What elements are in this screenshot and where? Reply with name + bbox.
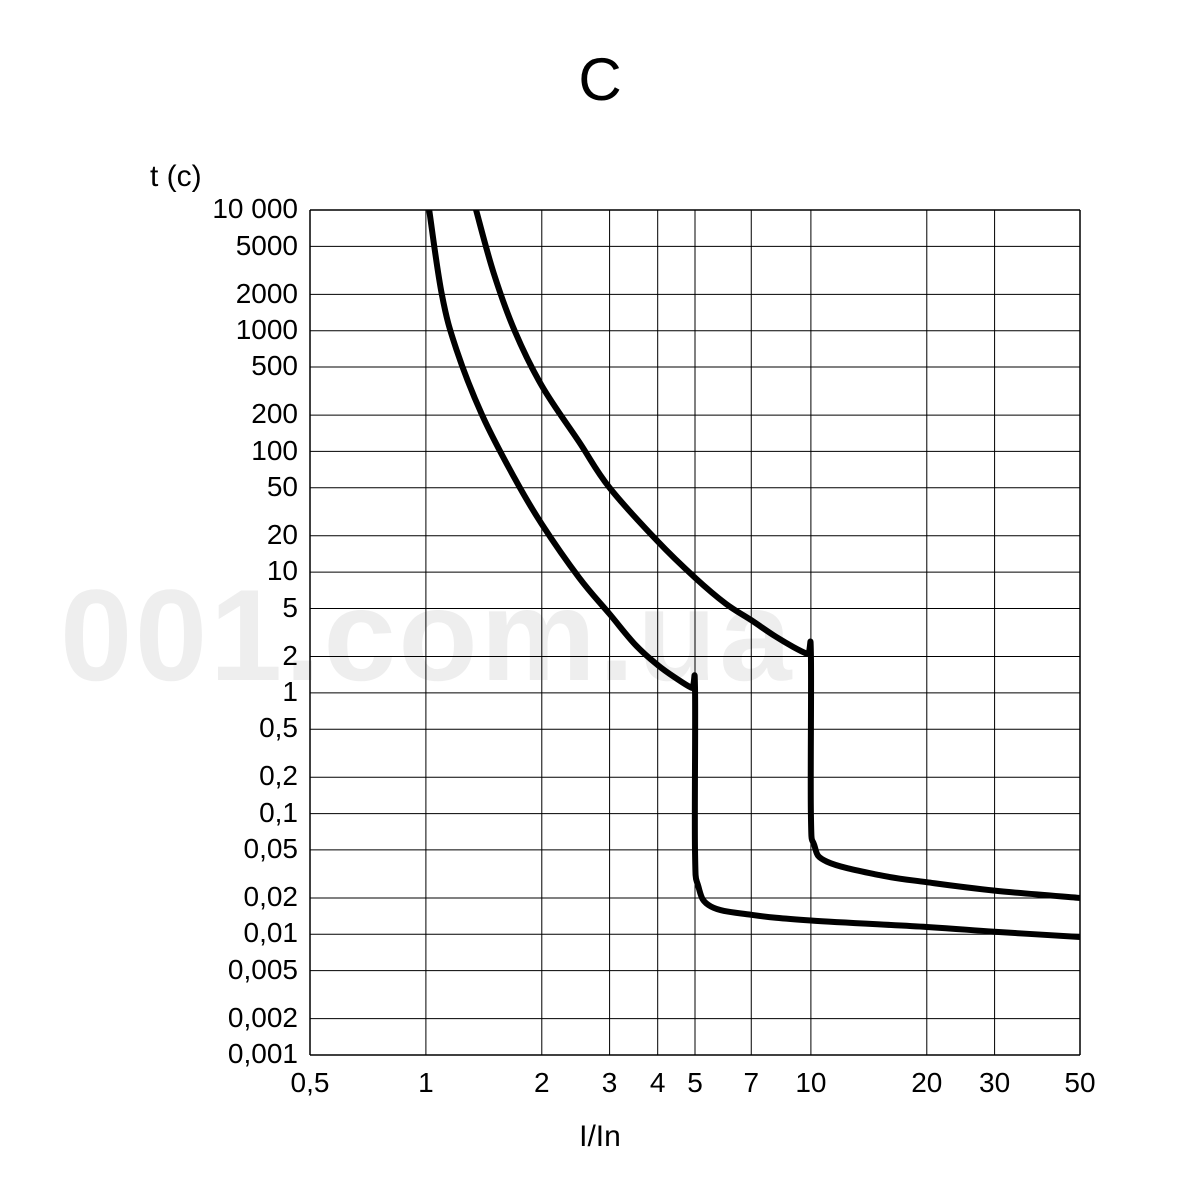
y-tick-label: 0,1 (259, 797, 298, 829)
y-tick-label: 10 (267, 555, 298, 587)
y-tick-label: 500 (251, 350, 298, 382)
x-axis-label: I/In (0, 1120, 1200, 1154)
y-tick-label: 5000 (236, 230, 298, 262)
y-tick-label: 0,2 (259, 760, 298, 792)
x-tick-label: 2 (517, 1067, 567, 1099)
y-tick-label: 10 000 (212, 193, 298, 225)
x-tick-label: 3 (585, 1067, 635, 1099)
y-tick-label: 100 (251, 435, 298, 467)
x-tick-label: 10 (786, 1067, 836, 1099)
y-tick-label: 0,5 (259, 712, 298, 744)
y-tick-label: 1000 (236, 314, 298, 346)
y-tick-label: 1 (282, 676, 298, 708)
trip-curve-upper (476, 210, 1080, 898)
y-tick-label: 20 (267, 519, 298, 551)
y-tick-label: 50 (267, 471, 298, 503)
y-tick-label: 2 (282, 640, 298, 672)
x-tick-label: 1 (401, 1067, 451, 1099)
y-tick-label: 2000 (236, 278, 298, 310)
y-tick-label: 0,01 (244, 917, 299, 949)
y-tick-label: 0,05 (244, 833, 299, 865)
x-tick-label: 20 (902, 1067, 952, 1099)
y-tick-label: 5 (282, 592, 298, 624)
y-axis-label: t (c) (150, 160, 202, 194)
trip-curve-lower (429, 210, 1080, 937)
chart-title: C (0, 45, 1200, 114)
y-tick-label: 0,002 (228, 1002, 298, 1034)
x-tick-label: 7 (726, 1067, 776, 1099)
x-tick-label: 50 (1055, 1067, 1105, 1099)
x-tick-label: 0,5 (285, 1067, 335, 1099)
y-tick-label: 0,02 (244, 881, 299, 913)
y-tick-label: 200 (251, 398, 298, 430)
chart-container: 001.com.ua C t (c) I/In 0,51234571020305… (0, 0, 1200, 1200)
y-tick-label: 0,001 (228, 1038, 298, 1070)
x-tick-label: 5 (670, 1067, 720, 1099)
x-tick-label: 30 (970, 1067, 1020, 1099)
y-tick-label: 0,005 (228, 954, 298, 986)
